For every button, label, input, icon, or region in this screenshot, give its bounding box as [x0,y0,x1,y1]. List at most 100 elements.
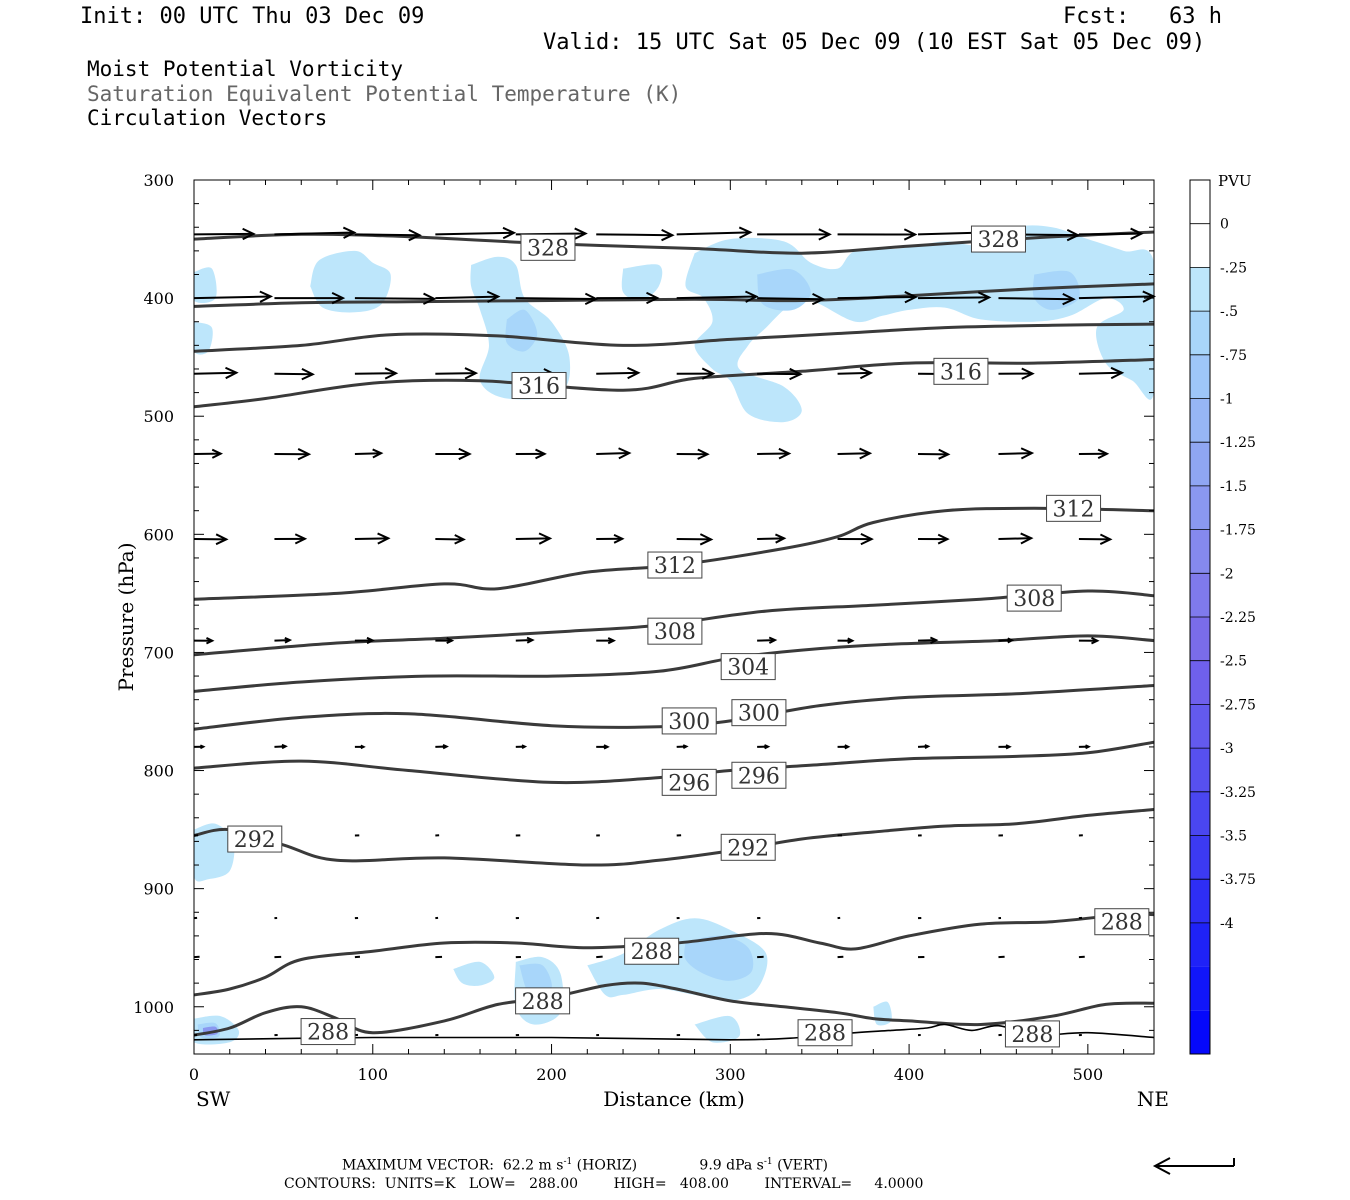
x-tick-label-0: 0 [189,1065,199,1084]
contour-label-328-0: 328 [520,233,576,261]
mpv-region-16 [505,309,538,352]
colorbar-swatch-12 [1190,704,1210,749]
vert-unit: (VERT) [777,1157,828,1174]
vector-arrow-1-7 [757,292,826,306]
mpv-region-2 [621,264,663,301]
svg-text:328: 328 [527,236,569,261]
vector-arrow-5-4 [515,636,535,644]
vector-arrow-4-6 [676,533,714,546]
colorbar-swatch-10 [1190,617,1210,661]
y-tick-label-700: 700 [143,643,174,662]
colorbar-label-8: -2 [1220,566,1234,582]
contour-label-328-1: 328 [970,225,1026,253]
vector-arrow-0-7 [757,228,832,241]
svg-text:288: 288 [1101,911,1143,936]
valid-time: Valid: 15 UTC Sat 05 Dec 09 (10 EST Sat … [543,30,1206,55]
colorbar-swatch-16 [1190,879,1210,923]
vector-arrow-5-2 [354,636,375,645]
colorbar-label-10: -2.5 [1220,654,1247,670]
theta-es-contour-unlabeled-1 [194,282,1154,308]
vector-arrow-5-11 [1078,636,1100,645]
svg-text:312: 312 [1053,497,1095,522]
contour-label-308-7: 308 [1006,584,1062,612]
svg-text:292: 292 [234,828,276,853]
vector-arrow-4-9 [918,533,950,545]
svg-text:288: 288 [522,990,564,1015]
colorbar-swatch-8 [1190,529,1210,574]
y-tick-label-300: 300 [143,171,174,190]
colorbar-swatch-3 [1190,311,1210,355]
plot-frame [193,179,1155,1055]
contour-label-296-11: 296 [661,768,717,796]
contour-label-316-3: 316 [933,357,989,385]
colorbar-swatch-15 [1190,835,1210,880]
y-axis-label: Pressure (hPa) [114,543,138,692]
vector-arrow-6-8 [837,744,851,750]
vector-arrow-3-8 [837,447,873,460]
colorbar-label-15: -3.75 [1220,872,1256,888]
vector-arrow-3-0 [193,448,224,459]
mpv-region-5 [194,321,213,355]
vector-arrow-5-10 [998,637,1015,644]
contour-label-288-19: 288 [797,1019,853,1047]
colorbar-label-1: -.25 [1220,260,1247,276]
vector-arrow-6-3 [435,743,449,750]
vector-arrow-0-2 [354,228,422,242]
vector-arrow-1-10 [998,292,1076,306]
vector-arrow-4-11 [1078,533,1113,545]
vector-arrow-1-1 [274,291,346,305]
vector-arrow-3-2 [354,448,384,459]
colorbar-label-2: -.5 [1220,304,1238,320]
max-vector-line: MAXIMUM VECTOR: 62.2 m s-1 (HORIZ) 9.9 d… [342,1157,828,1174]
colorbar-label-13: -3.25 [1220,785,1256,801]
colorbar-swatch-5 [1190,398,1210,443]
horiz-unit: (HORIZ) [576,1157,638,1174]
vector-arrow-1-8 [837,291,918,304]
vector-arrow-3-11 [1078,448,1110,459]
colorbar-swatch-18 [1190,966,1210,1011]
mpv-region-13 [684,935,754,981]
svg-text:328: 328 [977,228,1019,253]
horiz-exponent: -1 [563,1157,573,1167]
svg-text:300: 300 [738,702,780,727]
vector-arrow-4-10 [998,532,1034,545]
contour-label-300-9: 300 [661,707,717,735]
svg-text:308: 308 [654,620,696,645]
mpv-region-0 [310,250,391,313]
colorbar: 0 -.25 -.5 -.75 -1 -1.25 -1.5 -1.75 -2 -2.25 -2.5 -… [1189,179,1256,1055]
svg-text:292: 292 [727,836,769,861]
vector-arrow-0-6 [676,226,753,239]
svg-text:296: 296 [738,764,780,789]
contour-label-308-6: 308 [647,617,703,645]
colorbar-label-9: -2.25 [1220,610,1256,626]
vector-arrow-6-4 [515,744,528,749]
circulation-vector-layer [193,226,1157,1037]
vector-arrow-2-0 [193,366,239,380]
colorbar-swatch-11 [1190,660,1210,705]
contour-label-288-17: 288 [515,987,571,1015]
vector-arrow-2-3 [435,367,479,380]
vector-arrow-0-1 [274,226,357,239]
vector-arrow-4-4 [515,532,553,545]
x-axis-label: Distance (km) [603,1087,745,1111]
axes-layer: 0 100 200 300 400 500 300 400 500 600 700 800 900 100… [133,171,1154,1084]
colorbar-label-6: -1.5 [1220,479,1247,495]
svg-text:316: 316 [518,375,560,400]
vector-arrow-1-0 [193,290,274,303]
colorbar-label-7: -1.75 [1220,523,1256,539]
theta-es-contour-296-8 [194,740,1154,785]
contour-label-312-5: 312 [1046,494,1102,522]
vector-arrow-6-7 [757,744,771,750]
vector-arrow-1-5 [596,291,660,305]
colorbar-label-0: 0 [1220,217,1229,233]
svg-text:288: 288 [307,1021,349,1046]
vector-arrow-2-2 [354,367,399,380]
vector-arrow-1-9 [918,291,992,304]
y-tick-label-800: 800 [143,762,174,781]
vector-arrow-3-1 [274,448,312,461]
colorbar-label-12: -3 [1220,741,1234,757]
vector-arrow-5-5 [596,637,616,645]
vector-arrow-0-3 [435,226,517,240]
colorbar-swatch-2 [1190,267,1210,312]
